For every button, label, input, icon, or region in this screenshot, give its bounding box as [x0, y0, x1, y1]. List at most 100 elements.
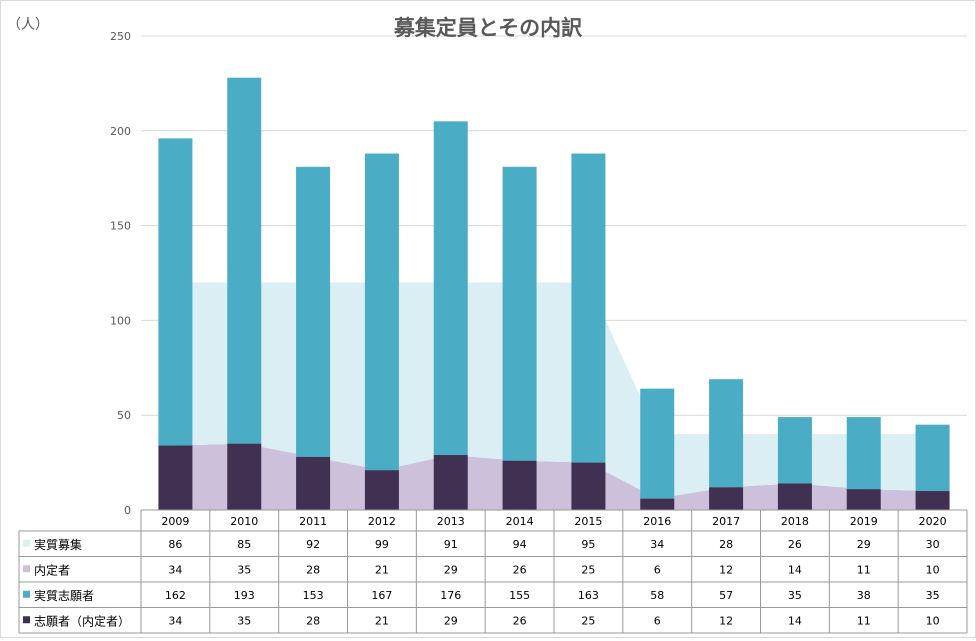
- table-cell-0-2020: 30: [926, 538, 940, 551]
- table-cell-3-2010: 35: [237, 614, 251, 627]
- table-cell-1-2012: 21: [375, 563, 389, 576]
- area-naiteisha: [175, 443, 933, 510]
- table-cell-2-2018: 35: [788, 589, 802, 602]
- y-tick-label-150: 150: [110, 220, 131, 233]
- table-cell-3-2011: 28: [306, 614, 320, 627]
- x-tick-label-2014: 2014: [506, 515, 534, 528]
- bar-shiganja-naiteisha-2016: [640, 498, 675, 510]
- bar-shiganja-naiteisha-2011: [296, 456, 331, 510]
- bar-shiganja-naiteisha-2018: [777, 483, 812, 510]
- table-cell-3-2009: 34: [168, 614, 182, 627]
- area-jisshitsu-boshu: [175, 282, 933, 499]
- bar-shiganja-naiteisha-2013: [433, 455, 468, 510]
- bar-shiganja-naiteisha-2019: [846, 489, 881, 510]
- table-cell-0-2010: 85: [237, 538, 251, 551]
- table-cell-0-2011: 92: [306, 538, 320, 551]
- chart-title: 募集定員とその内訳: [393, 16, 583, 40]
- table-cell-0-2019: 29: [857, 538, 871, 551]
- table-cell-3-2020: 10: [926, 614, 940, 627]
- y-tick-label-100: 100: [110, 314, 131, 327]
- bar-shiganja-naiteisha-2017: [709, 487, 744, 510]
- table-cell-2-2009: 162: [165, 589, 186, 602]
- table-cell-0-2009: 86: [168, 538, 182, 551]
- table-cell-3-2018: 14: [788, 614, 802, 627]
- legend-label-1: 内定者: [34, 562, 70, 577]
- table-cell-0-2012: 99: [375, 538, 389, 551]
- bar-jisshitsu-shiganja-2018: [777, 417, 812, 484]
- table-cell-3-2017: 12: [719, 614, 733, 627]
- x-tick-label-2011: 2011: [299, 515, 327, 528]
- x-tick-label-2016: 2016: [643, 515, 671, 528]
- table-cell-0-2013: 91: [444, 538, 458, 551]
- table-cell-1-2011: 28: [306, 563, 320, 576]
- y-tick-label-200: 200: [110, 125, 131, 138]
- table-cell-1-2009: 34: [168, 563, 182, 576]
- table-cell-3-2015: 25: [581, 614, 595, 627]
- legend-label-3: 志願者（内定者）: [34, 613, 130, 628]
- bar-shiganja-naiteisha-2014: [502, 460, 537, 510]
- y-unit-label: （人）: [7, 17, 49, 33]
- table-cell-1-2010: 35: [237, 563, 251, 576]
- bar-shiganja-naiteisha-2012: [364, 470, 399, 510]
- bar-jisshitsu-shiganja-2014: [502, 166, 537, 461]
- table-cell-2-2019: 38: [857, 589, 871, 602]
- bar-jisshitsu-shiganja-2016: [640, 388, 675, 499]
- bar-shiganja-naiteisha-2009: [158, 445, 193, 510]
- data-table: 2009 2010 2011 2012 2013 2014 2015 2016 2017 2018…: [18, 509, 968, 634]
- table-cell-1-2019: 11: [857, 563, 871, 576]
- table-cell-2-2014: 155: [509, 589, 530, 602]
- x-tick-label-2019: 2019: [850, 515, 878, 528]
- legend-key-1: [23, 565, 30, 573]
- x-tick-label-2018: 2018: [781, 515, 809, 528]
- area-series: [175, 282, 933, 510]
- table-cell-2-2013: 176: [440, 589, 461, 602]
- table-cell-2-2016: 58: [650, 589, 664, 602]
- bar-jisshitsu-shiganja-2017: [709, 379, 744, 488]
- table-cell-1-2016: 6: [654, 563, 661, 576]
- table-cell-1-2014: 26: [513, 563, 527, 576]
- bar-shiganja-naiteisha-2010: [227, 443, 262, 510]
- table-cell-2-2015: 163: [578, 589, 599, 602]
- bar-jisshitsu-shiganja-2020: [915, 424, 950, 492]
- bar-shiganja-naiteisha-2015: [571, 462, 606, 510]
- table-cell-2-2011: 153: [303, 589, 324, 602]
- bar-shiganja-naiteisha-2020: [915, 491, 950, 510]
- table-cell-2-2020: 35: [926, 589, 940, 602]
- bar-jisshitsu-shiganja-2012: [364, 153, 399, 471]
- bar-jisshitsu-shiganja-2011: [296, 166, 331, 457]
- table-cell-1-2013: 29: [444, 563, 458, 576]
- y-tick-label-0: 0: [124, 504, 131, 517]
- x-tick-label-2010: 2010: [230, 515, 258, 528]
- legend-key-0: [23, 539, 30, 547]
- table-cell-1-2017: 12: [719, 563, 733, 576]
- bar-jisshitsu-shiganja-2019: [846, 417, 881, 490]
- table-cell-3-2012: 21: [375, 614, 389, 627]
- legend-key-3: [23, 616, 30, 624]
- bar-jisshitsu-shiganja-2015: [571, 153, 606, 463]
- table-cell-3-2014: 26: [513, 614, 527, 627]
- table-cell-0-2015: 95: [581, 538, 595, 551]
- table-cell-1-2020: 10: [926, 563, 940, 576]
- bar-series: [158, 77, 950, 510]
- legend-label-2: 実質志願者: [34, 588, 94, 603]
- x-tick-label-2020: 2020: [919, 515, 947, 528]
- table-cell-1-2018: 14: [788, 563, 802, 576]
- y-axis: 0 50 100 150 200 250: [110, 30, 131, 517]
- x-tick-label-2012: 2012: [368, 515, 396, 528]
- bar-jisshitsu-shiganja-2013: [433, 121, 468, 456]
- table-cell-2-2017: 57: [719, 589, 733, 602]
- table-cell-3-2019: 11: [857, 614, 871, 627]
- legend-key-2: [23, 590, 30, 598]
- legend-label-0: 実質募集: [34, 537, 82, 552]
- table-cell-3-2013: 29: [444, 614, 458, 627]
- bar-jisshitsu-shiganja-2010: [227, 77, 262, 444]
- table-cell-1-2015: 25: [581, 563, 595, 576]
- x-tick-label-2017: 2017: [712, 515, 740, 528]
- table-cell-2-2012: 167: [371, 589, 392, 602]
- table-cell-0-2018: 26: [788, 538, 802, 551]
- table-cell-0-2017: 28: [719, 538, 733, 551]
- table-cell-0-2014: 94: [513, 538, 527, 551]
- table-cell-0-2016: 34: [650, 538, 664, 551]
